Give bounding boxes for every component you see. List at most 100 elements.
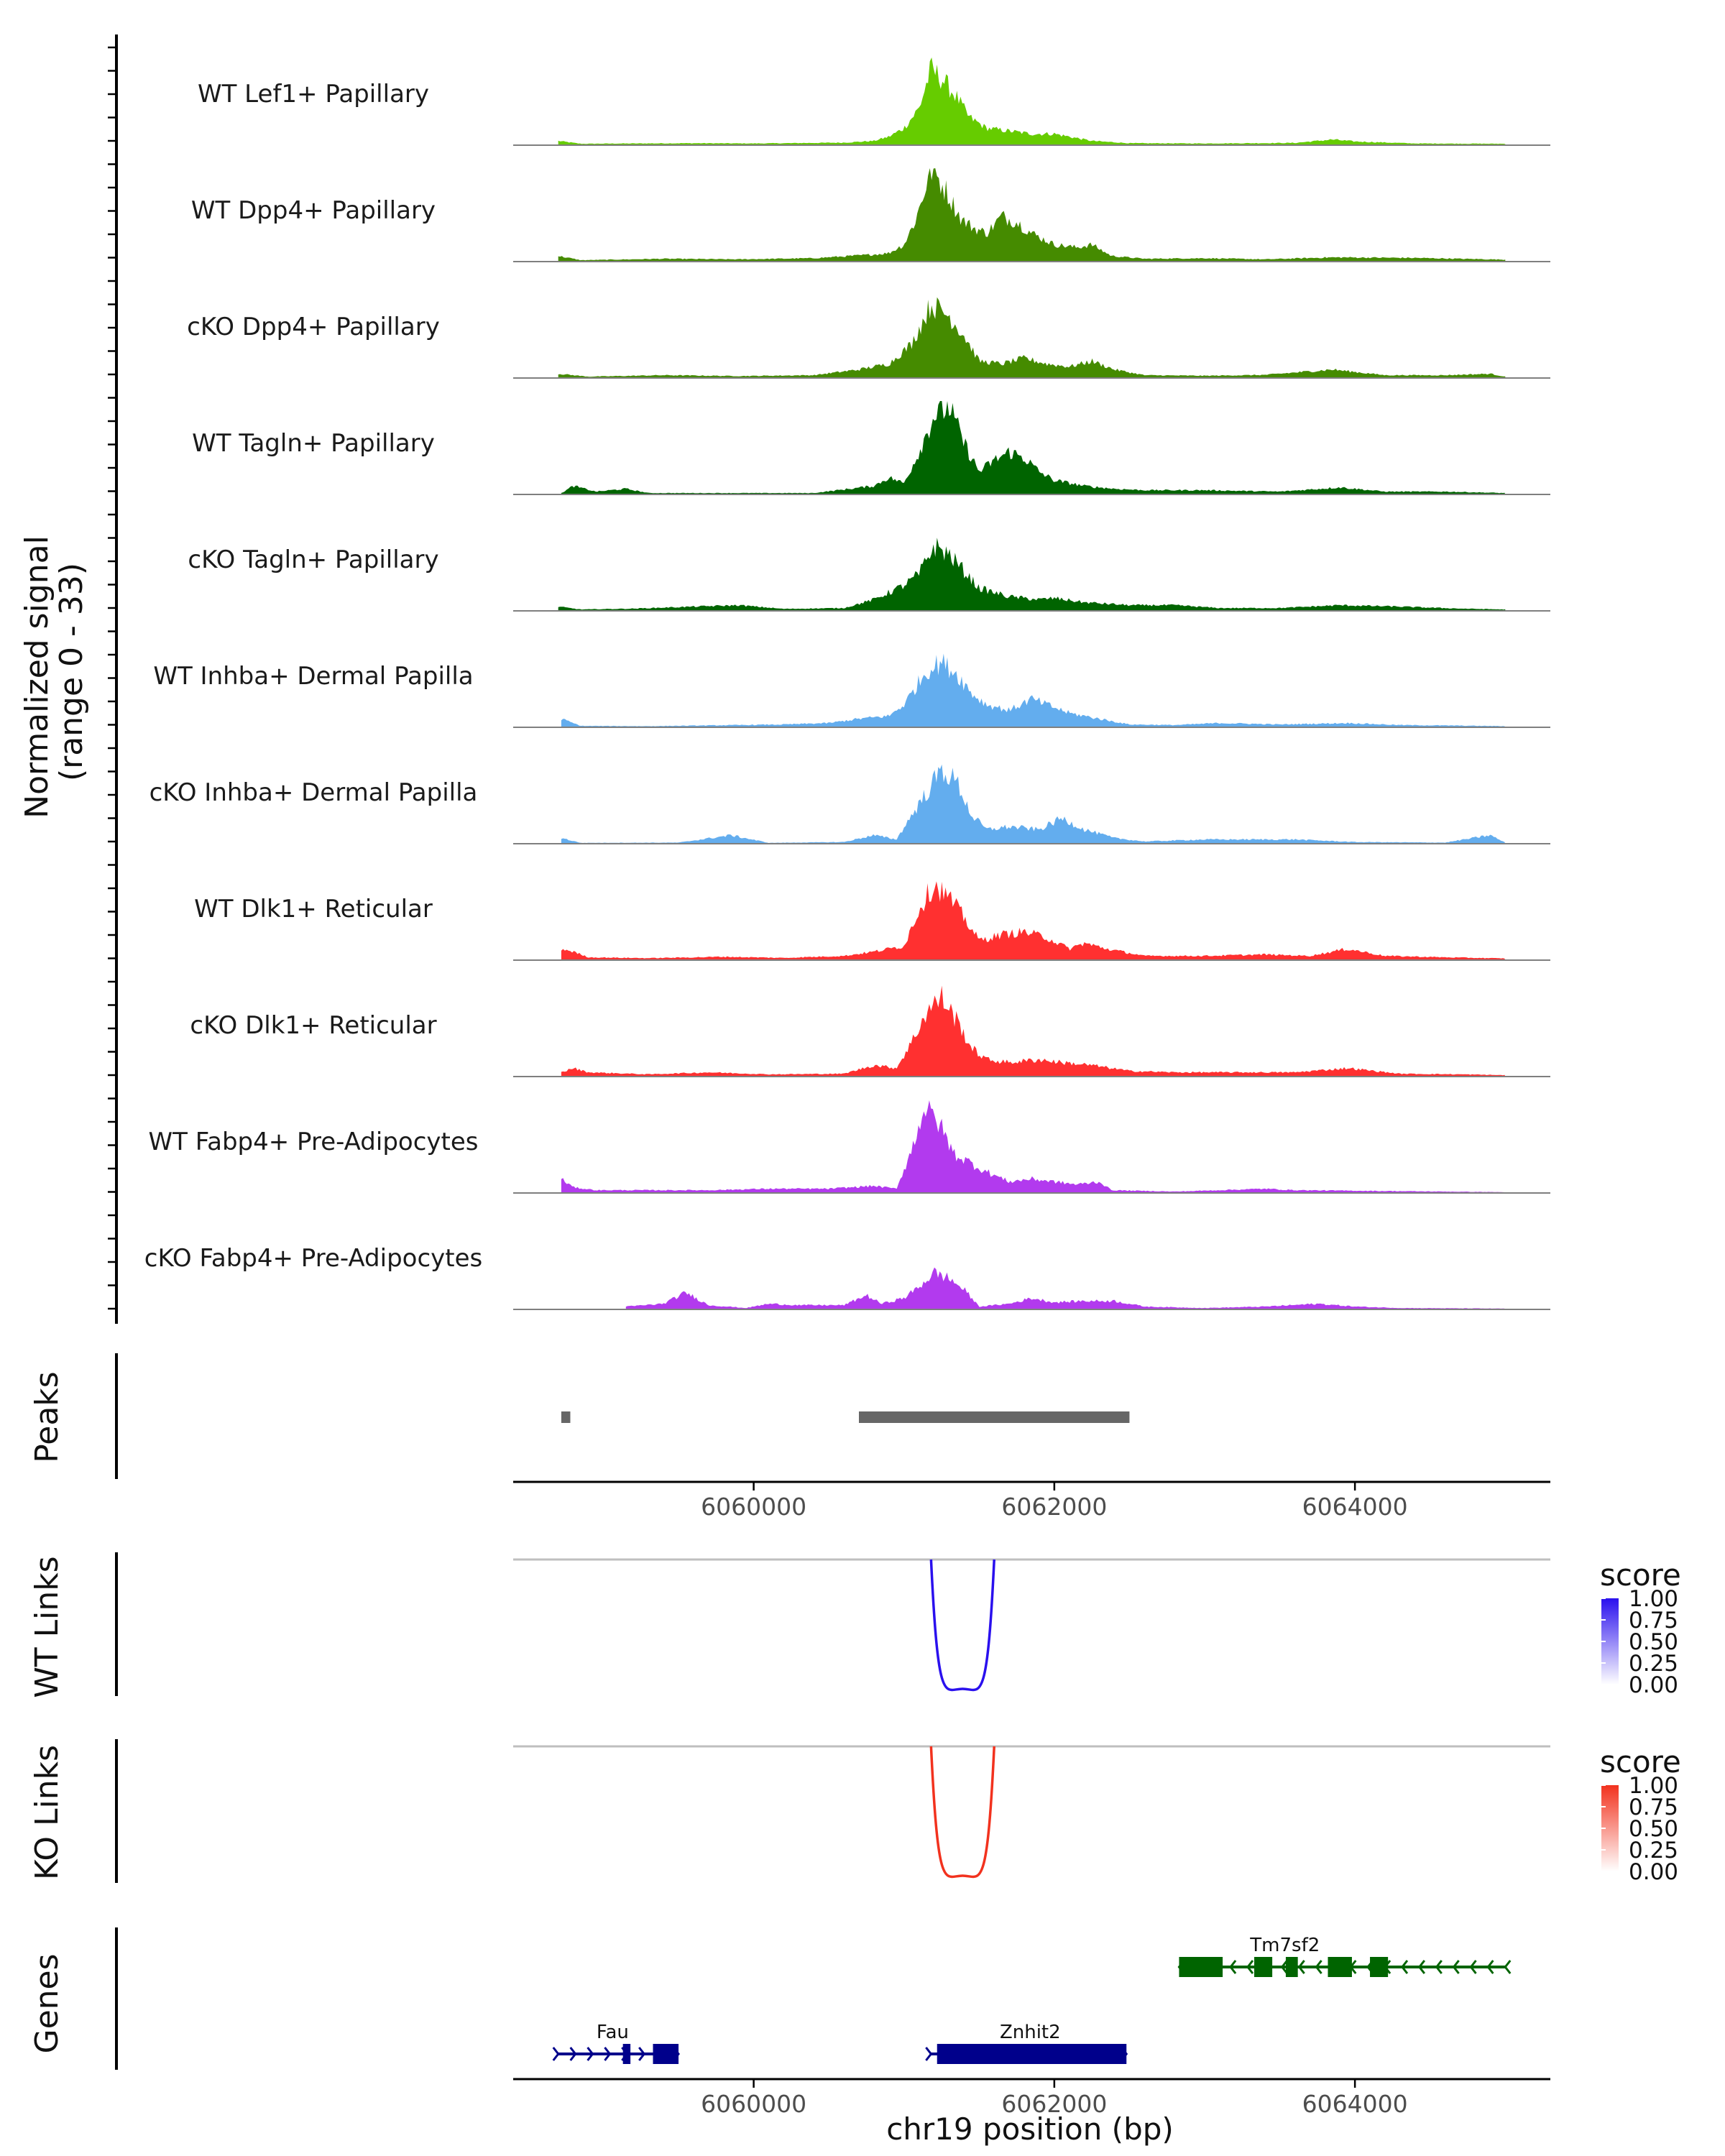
exon-2 [653, 2044, 679, 2064]
track-wt-dlk1-reticular: WT Dlk1+ Reticular [194, 881, 1550, 961]
gene-znhit2: Znhit2 [925, 2022, 1128, 2064]
exon-1 [622, 2044, 631, 2064]
strand-chevron [1486, 1960, 1494, 1974]
track-cko-tagln-papillary: cKO Tagln+ Papillary [188, 538, 1550, 612]
strand-chevron [604, 2047, 612, 2061]
ko-links-legend-tick-label: 0.00 [1629, 1859, 1678, 1885]
strand-chevron [1417, 1960, 1426, 1974]
ko-links-legend-tick-label: 1.00 [1629, 1773, 1678, 1799]
peaks-x-tick-label: 6060000 [701, 1493, 806, 1521]
coverage-y-axis-label-line-1: Normalized signal [19, 535, 55, 819]
track-cko-dpp4-papillary: cKO Dpp4+ Papillary [187, 297, 1550, 379]
peak-region-2 [859, 1411, 1130, 1423]
exon-4 [1328, 1957, 1352, 1977]
coverage-area-wt-dlk1-reticular [561, 881, 1506, 960]
track-label-wt-dpp4-papillary: WT Dpp4+ Papillary [191, 196, 436, 225]
coverage-area-cko-inhba-dermal-papilla [561, 764, 1506, 844]
strand-chevron [1315, 1960, 1322, 1974]
track-wt-lef1-papillary: WT Lef1+ Papillary [198, 57, 1550, 146]
track-label-wt-dlk1-reticular: WT Dlk1+ Reticular [194, 895, 433, 923]
strand-chevron [586, 2047, 594, 2061]
coverage-area-wt-fabp4-pre-adipocytes [561, 1100, 1506, 1193]
strand-chevron [569, 2047, 577, 2061]
gene-label-znhit2: Znhit2 [1000, 2022, 1061, 2043]
gene-label-fau: Fau [597, 2022, 629, 2043]
gene-fau: Fau [552, 2022, 680, 2064]
gene-tm7sf2: Tm7sf2 [1177, 1935, 1512, 1977]
exon-3 [1285, 1957, 1298, 1977]
coverage-area-wt-lef1-papillary [558, 57, 1506, 145]
strand-chevron [1435, 1960, 1443, 1974]
strand-chevron [1297, 1960, 1305, 1974]
wt-links-legend-title: score [1600, 1557, 1681, 1593]
exon-1 [937, 2044, 1127, 2064]
peaks-track: 6060000 6062000 6064000 [115, 1353, 1550, 1521]
strand-chevron [552, 2047, 560, 2061]
ko-links-legend-tick-label: 0.25 [1629, 1838, 1678, 1864]
wt-links-legend-tick-label: 0.25 [1629, 1651, 1678, 1677]
track-label-cko-tagln-papillary: cKO Tagln+ Papillary [188, 545, 438, 574]
strand-chevron [1469, 1960, 1477, 1974]
strand-chevron [1280, 1960, 1288, 1974]
track-label-cko-dlk1-reticular: cKO Dlk1+ Reticular [190, 1011, 436, 1040]
coverage-area-wt-tagln-papillary [561, 401, 1506, 494]
ko-links-track-label: KO Links [29, 1745, 65, 1880]
strand-chevron [1246, 1960, 1254, 1974]
track-wt-fabp4-pre-adipocytes: WT Fabp4+ Pre-Adipocytes [149, 1100, 1550, 1194]
track-label-wt-tagln-papillary: WT Tagln+ Papillary [192, 429, 435, 458]
coverage-area-cko-dlk1-reticular [561, 985, 1506, 1077]
peaks-track-label: Peaks [29, 1371, 65, 1462]
track-wt-inhba-dermal-papilla: WT Inhba+ Dermal Papilla [153, 653, 1550, 728]
wt-links-track-label: WT Links [29, 1556, 65, 1697]
track-label-cko-inhba-dermal-papilla: cKO Inhba+ Dermal Papilla [150, 778, 478, 807]
track-cko-fabp4-pre-adipocytes: cKO Fabp4+ Pre-Adipocytes [144, 1244, 1550, 1310]
peaks-x-tick-label: 6062000 [1001, 1493, 1107, 1521]
strand-chevron [1504, 1960, 1512, 1974]
coverage-area-wt-dpp4-papillary [558, 168, 1506, 262]
wt-links-legend-tick-label: 0.75 [1629, 1608, 1678, 1634]
ko-links-legend-tick-label: 0.50 [1629, 1816, 1678, 1842]
ko-links-arc-1 [929, 1746, 995, 1879]
peaks-x-tick-label: 6064000 [1302, 1493, 1408, 1521]
track-wt-tagln-papillary: WT Tagln+ Papillary [192, 401, 1550, 495]
track-cko-dlk1-reticular: cKO Dlk1+ Reticular [190, 985, 1550, 1077]
coverage-area-cko-fabp4-pre-adipocytes [625, 1267, 1506, 1309]
track-label-cko-dpp4-papillary: cKO Dpp4+ Papillary [187, 313, 440, 341]
genes-track-label: Genes [29, 1953, 65, 2053]
strand-chevron [1229, 1960, 1237, 1974]
strand-chevron [638, 2047, 646, 2061]
coverage-y-axis-label: Normalized signal (range 0 - 33) [19, 525, 90, 819]
track-label-wt-lef1-papillary: WT Lef1+ Papillary [198, 80, 429, 109]
coverage-tracks: WT Lef1+ Papillary WT Dpp4+ Papillary cKO … [144, 57, 1550, 1310]
track-label-wt-inhba-dermal-papilla: WT Inhba+ Dermal Papilla [153, 662, 473, 691]
track-cko-inhba-dermal-papilla: cKO Inhba+ Dermal Papilla [150, 764, 1550, 844]
exon-5 [1370, 1957, 1389, 1977]
gene-label-tm7sf2: Tm7sf2 [1249, 1935, 1320, 1956]
peak-region-1 [561, 1411, 571, 1423]
exon-1 [1179, 1957, 1223, 1977]
wt-links-legend-tick-label: 1.00 [1629, 1586, 1678, 1612]
wt-links-legend-tick-label: 0.50 [1629, 1629, 1678, 1655]
coverage-area-cko-dpp4-papillary [558, 297, 1506, 378]
genes-x-tick-label: 6064000 [1302, 2090, 1408, 2118]
coverage-y-axis [108, 34, 118, 1324]
genes-x-tick-label: 6062000 [1001, 2090, 1107, 2118]
x-axis-title: chr19 position (bp) [886, 2111, 1174, 2147]
wt-links-legend-tick-label: 0.00 [1629, 1672, 1678, 1698]
track-label-cko-fabp4-pre-adipocytes: cKO Fabp4+ Pre-Adipocytes [144, 1244, 483, 1273]
exon-2 [1254, 1957, 1273, 1977]
ko-links-legend-tick-label: 0.75 [1629, 1795, 1678, 1820]
track-wt-dpp4-papillary: WT Dpp4+ Papillary [191, 168, 1550, 262]
wt-links-arc-1 [929, 1559, 995, 1692]
strand-chevron [925, 2047, 933, 2061]
coverage-y-axis-label-line-2: (range 0 - 33) [53, 563, 90, 781]
coverage-area-wt-inhba-dermal-papilla [561, 653, 1506, 727]
track-label-wt-fabp4-pre-adipocytes: WT Fabp4+ Pre-Adipocytes [149, 1128, 479, 1156]
coverage-area-cko-tagln-papillary [558, 538, 1506, 611]
genes-x-tick-label: 6060000 [701, 2090, 806, 2118]
